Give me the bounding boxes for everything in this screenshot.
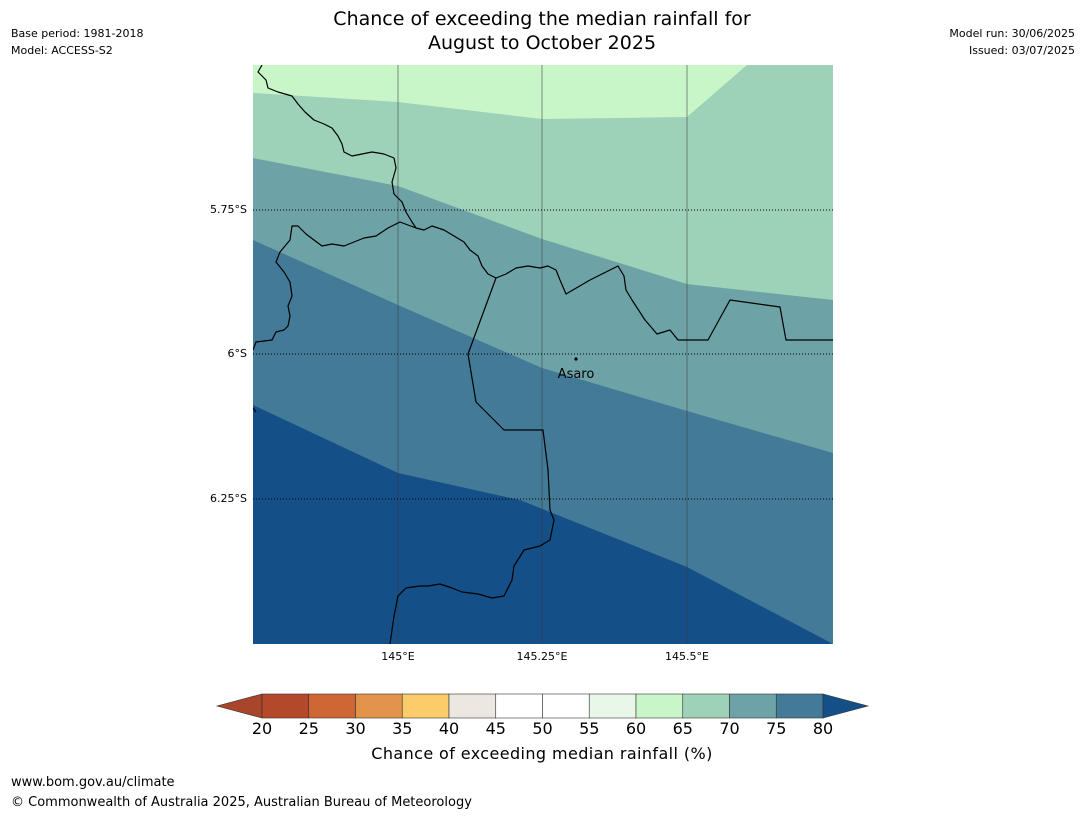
lat-label-6-25: 6.25°S [210, 492, 247, 505]
colorbar-extend-low [215, 693, 263, 719]
colorbar-cell [495, 693, 543, 719]
title-line1: Chance of exceeding the median rainfall … [333, 8, 751, 30]
lon-label-145-25: 145.25°E [516, 650, 568, 663]
lat-label-6: 6°S [227, 347, 247, 360]
colorbar-cell [261, 693, 310, 719]
border-central [253, 221, 417, 351]
colorbar-cell [729, 693, 777, 719]
colorbar-tick-label: 45 [485, 719, 506, 738]
colorbar-cells [215, 693, 870, 719]
latitude-lines [253, 209, 833, 500]
asaro-label: Asaro [558, 367, 595, 382]
colorbar-cell [775, 693, 824, 719]
colorbar [215, 693, 870, 719]
colorbar-tick-label: 75 [766, 719, 787, 738]
border-west-fragment [253, 407, 257, 413]
colorbar-tick-label: 40 [438, 719, 460, 738]
meta-left: Base period: 1981-2018 Model: ACCESS-S2 [11, 25, 143, 59]
model-name: Model: ACCESS-S2 [11, 44, 113, 57]
meta-right: Model run: 30/06/2025 Issued: 03/07/2025 [949, 25, 1075, 59]
colorbar-tick-label: 20 [251, 719, 273, 738]
map-title: Chance of exceeding the median rainfall … [242, 7, 842, 55]
footer-copyright: © Commonwealth of Australia 2025, Austra… [11, 795, 472, 810]
asaro-marker [574, 357, 578, 361]
colorbar-tick-label: 55 [579, 719, 600, 738]
colorbar-tick-label: 35 [392, 719, 413, 738]
colorbar-cell [682, 693, 730, 719]
border-east [415, 225, 833, 341]
lat-label-5-75: 5.75°S [210, 203, 247, 216]
base-period: Base period: 1981-2018 [11, 27, 144, 40]
colorbar-tick-label: 70 [719, 719, 740, 738]
issued-date: Issued: 03/07/2025 [968, 44, 1075, 57]
colorbar-cell [588, 693, 637, 719]
lon-label-145-5: 145.5°E [665, 650, 709, 663]
colorbar-tick-label: 60 [625, 719, 647, 738]
footer-url: www.bom.gov.au/climate [11, 775, 175, 790]
border-south [389, 277, 555, 644]
province-borders [253, 65, 833, 644]
title-line2: August to October 2025 [427, 32, 657, 54]
map-layers [253, 65, 833, 644]
border-north [257, 65, 417, 229]
colorbar-cell [401, 693, 450, 719]
colorbar-tick-label: 80 [812, 719, 834, 738]
colorbar-cell [355, 693, 403, 719]
colorbar-cell [542, 693, 590, 719]
colorbar-tick-label: 65 [672, 719, 693, 738]
colorbar-cell [635, 693, 684, 719]
model-run: Model run: 30/06/2025 [949, 27, 1075, 40]
colorbar-extend-high [822, 693, 870, 719]
colorbar-tick-label: 30 [345, 719, 366, 738]
colorbar-cell [448, 693, 497, 719]
colorbar-cell [308, 693, 356, 719]
colorbar-tick-label: 25 [298, 719, 319, 738]
colorbar-title: Chance of exceeding median rainfall (%) [371, 744, 713, 763]
lon-label-145: 145°E [381, 650, 415, 663]
colorbar-tick-label: 50 [532, 719, 553, 738]
